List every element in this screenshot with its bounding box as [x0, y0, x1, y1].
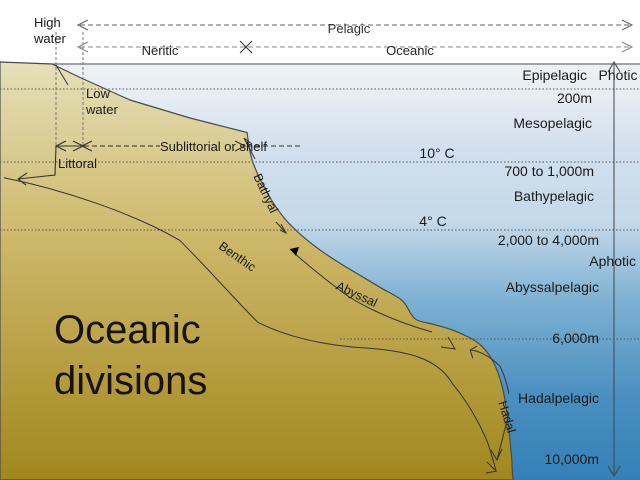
- svg-text:High: High: [34, 15, 61, 30]
- svg-text:Hadalpelagic: Hadalpelagic: [518, 390, 599, 406]
- svg-text:Mesopelagic: Mesopelagic: [513, 115, 592, 131]
- svg-text:10° C: 10° C: [419, 145, 454, 161]
- svg-text:Epipelagic: Epipelagic: [522, 67, 587, 83]
- svg-text:Neritic: Neritic: [142, 43, 179, 58]
- svg-text:Oceanic: Oceanic: [386, 43, 434, 58]
- svg-text:Abyssalpelagic: Abyssalpelagic: [506, 279, 599, 295]
- svg-text:Sublittorial or shelf: Sublittorial or shelf: [160, 139, 267, 154]
- svg-text:water: water: [33, 31, 66, 46]
- svg-text:6,000m: 6,000m: [552, 330, 599, 346]
- svg-text:2,000 to 4,000m: 2,000 to 4,000m: [498, 232, 599, 248]
- svg-text:Littoral: Littoral: [58, 156, 97, 171]
- svg-text:Low: Low: [86, 86, 110, 101]
- svg-text:4° C: 4° C: [419, 213, 446, 229]
- svg-text:Photic: Photic: [599, 67, 638, 83]
- svg-text:700 to 1,000m: 700 to 1,000m: [504, 163, 594, 179]
- svg-text:200m: 200m: [557, 90, 592, 106]
- svg-text:Bathypelagic: Bathypelagic: [514, 188, 594, 204]
- svg-text:Oceanic: Oceanic: [54, 308, 201, 352]
- svg-text:Pelagic: Pelagic: [328, 21, 371, 36]
- svg-text:divisions: divisions: [54, 359, 207, 403]
- svg-text:10,000m: 10,000m: [545, 451, 599, 467]
- svg-text:water: water: [85, 102, 118, 117]
- svg-text:Aphotic: Aphotic: [589, 253, 636, 269]
